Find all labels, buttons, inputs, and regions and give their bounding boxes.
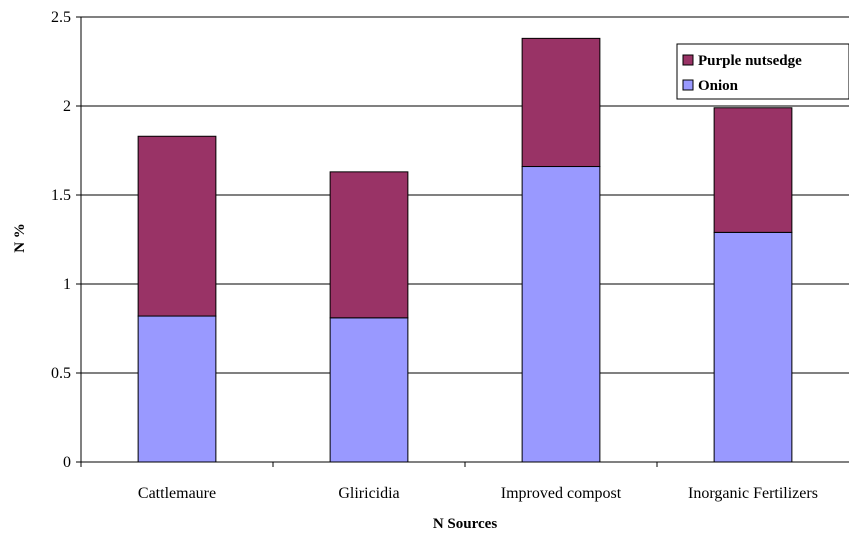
bar-purple-nutsedge [329, 171, 409, 319]
bar-onion [713, 231, 793, 463]
legend-label: Onion [698, 78, 739, 94]
legend-label: Purple nutsedge [698, 53, 802, 69]
bar-onion [329, 317, 409, 463]
labels: N % N Sources [12, 223, 497, 532]
category-label: Cattlemaure [138, 485, 216, 502]
bars [137, 37, 793, 463]
y-tick-label: 1 [63, 276, 71, 293]
y-tick-label: 0 [63, 454, 71, 471]
bar-purple-nutsedge [521, 37, 601, 168]
y-tick-label: 2.5 [51, 9, 71, 26]
y-tick-label: 1.5 [51, 187, 71, 204]
legend: Purple nutsedge Onion [676, 43, 849, 100]
legend-box [676, 43, 849, 100]
y-tick-label: 2 [63, 98, 71, 115]
bar-purple-nutsedge [713, 107, 793, 233]
x-axis-title: N Sources [433, 516, 497, 532]
legend-swatch [682, 54, 694, 66]
bar-onion [137, 315, 217, 463]
category-label: Improved compost [501, 485, 622, 502]
bar-onion [521, 166, 601, 463]
y-axis-title: N % [12, 223, 28, 253]
axes: 0 0.5 1 1.5 2 2.5 Cattlemaure Gliricidia Improve… [51, 9, 849, 502]
category-label: Gliricidia [338, 485, 399, 502]
category-label: Inorganic Fertilizers [688, 485, 818, 502]
bar-purple-nutsedge [137, 135, 217, 317]
legend-swatch [682, 79, 694, 91]
y-tick-label: 0.5 [51, 365, 71, 382]
